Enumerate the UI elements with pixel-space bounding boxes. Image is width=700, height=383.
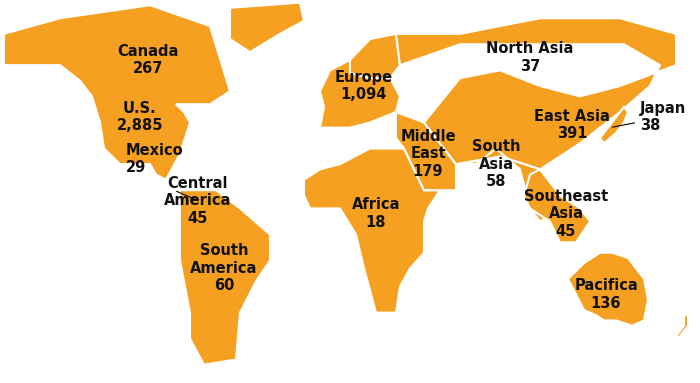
Text: U.S.
2,885: U.S. 2,885 [117,101,163,133]
Text: South
Asia
58: South Asia 58 [472,139,520,189]
Polygon shape [350,34,400,78]
Polygon shape [180,190,270,365]
Text: South
America
60: South America 60 [190,244,258,293]
Text: Southeast
Asia
45: Southeast Asia 45 [524,189,608,239]
Polygon shape [568,253,648,326]
Polygon shape [230,3,304,52]
Text: Africa
18: Africa 18 [351,198,400,230]
Text: East Asia
391: East Asia 391 [534,109,610,141]
Polygon shape [4,5,230,180]
Polygon shape [396,18,676,169]
Polygon shape [672,315,688,341]
Polygon shape [460,149,560,221]
Text: Pacifica
136: Pacifica 136 [574,278,638,311]
Polygon shape [600,107,628,143]
Text: Middle
East
179: Middle East 179 [400,129,456,178]
Polygon shape [304,149,440,313]
Polygon shape [396,112,456,190]
Polygon shape [320,34,400,128]
Text: Japan
38: Japan 38 [612,101,686,133]
Text: Mexico
29: Mexico 29 [126,143,183,175]
Text: Central
America
45: Central America 45 [164,176,232,226]
Text: Canada
267: Canada 267 [118,44,178,76]
Polygon shape [524,169,590,242]
Text: North Asia
37: North Asia 37 [486,41,574,74]
Text: Europe
1,094: Europe 1,094 [335,70,393,102]
